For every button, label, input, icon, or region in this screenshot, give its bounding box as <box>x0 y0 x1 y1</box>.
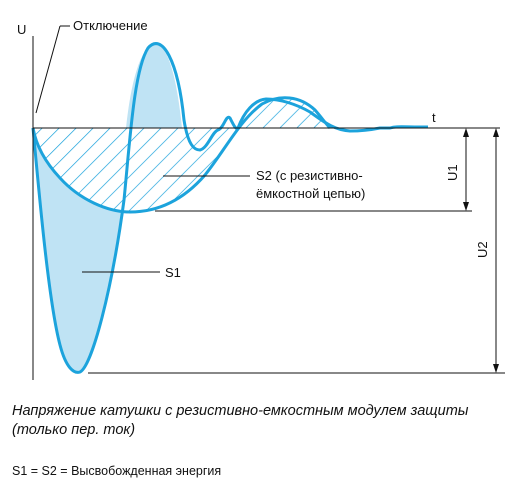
s2-hatched-area <box>33 97 330 212</box>
u2-arrow-down <box>493 364 499 373</box>
axis-u-label: U <box>17 22 26 37</box>
s1-area <box>33 128 124 373</box>
s2-label-line2: ёмкостной цепью) <box>256 186 365 201</box>
switch-off-label: Отключение <box>73 18 148 33</box>
figure-caption: Напряжение катушки с резистивно-емкостны… <box>12 402 512 440</box>
switch-off-leader <box>35 25 61 114</box>
s2-label-line1: S2 (с резистивно- <box>256 168 363 183</box>
energy-equation: S1 = S2 = Высвобожденная энергия <box>12 464 222 478</box>
s1-label: S1 <box>165 265 181 280</box>
axis-t-label: t <box>432 110 436 125</box>
u2-arrow-up <box>493 128 499 137</box>
caption-line1: Напряжение катушки с резистивно-емкостны… <box>12 403 469 419</box>
caption-line2: (только пер. ток) <box>12 422 136 438</box>
u1-arrow-down <box>463 202 469 211</box>
u2-label: U2 <box>475 241 490 258</box>
coil-voltage-diagram: U t Отключение S2 (с резистивно- ёмкостн… <box>17 18 505 380</box>
s2-envelope-curve <box>31 96 332 214</box>
u1-arrow-up <box>463 128 469 137</box>
overshoot-area <box>126 44 182 128</box>
u1-label: U1 <box>445 164 460 181</box>
voltage-curve <box>31 42 429 374</box>
